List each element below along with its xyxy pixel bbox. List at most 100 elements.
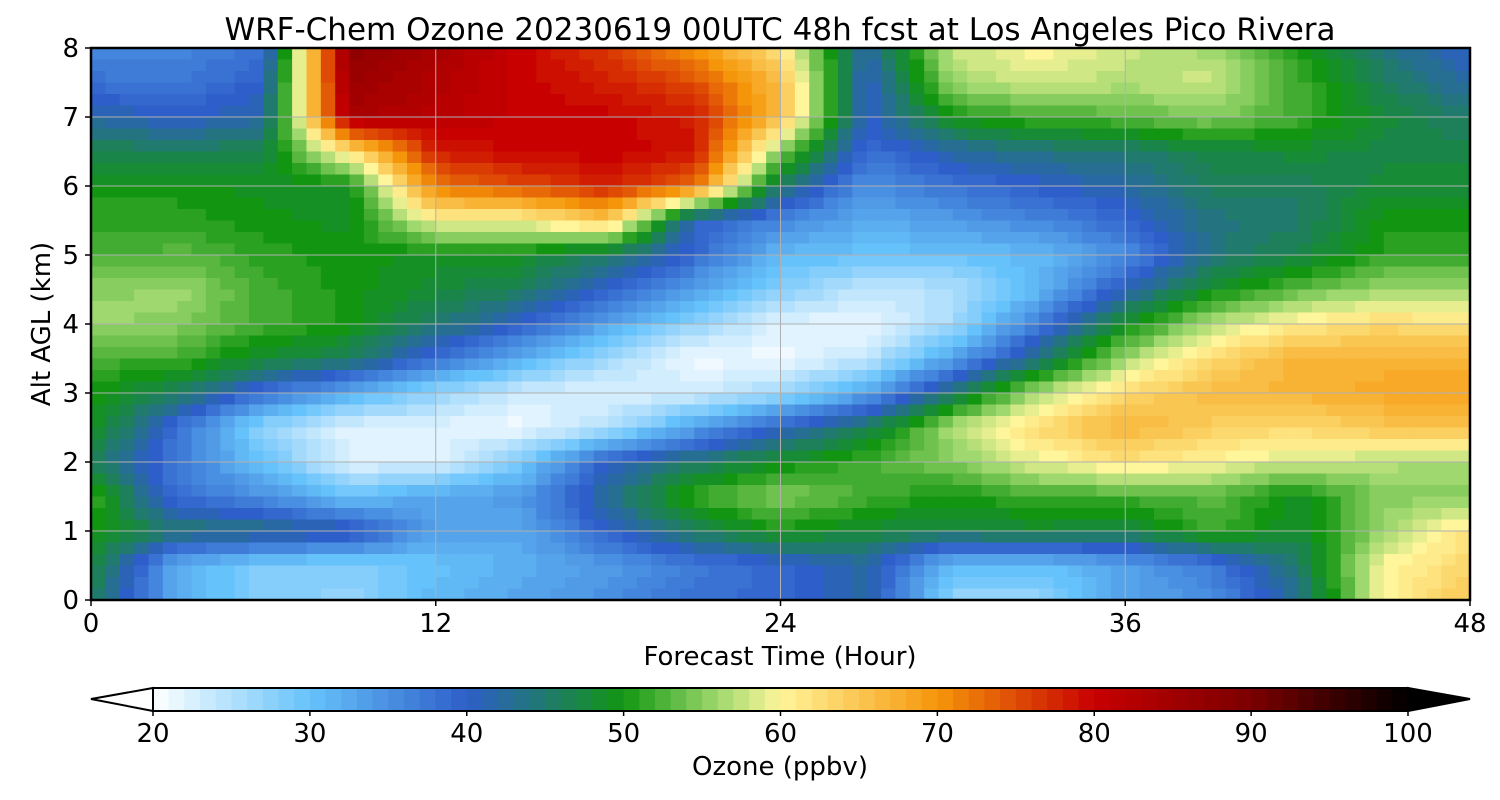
field-cell — [277, 393, 293, 406]
field-cell — [694, 186, 710, 199]
field-cell — [1268, 381, 1284, 394]
field-cell — [766, 485, 782, 498]
field-cell — [909, 381, 925, 394]
field-cell — [895, 577, 911, 590]
field-cell — [909, 439, 925, 452]
field-cell — [837, 174, 853, 187]
field-cell — [679, 94, 695, 107]
field-cell — [91, 105, 106, 118]
field-cell — [1369, 335, 1385, 348]
field-cell — [263, 485, 279, 498]
field-cell — [995, 531, 1011, 544]
field-cell — [651, 324, 667, 337]
field-cell — [1197, 301, 1213, 314]
field-cell — [723, 220, 738, 233]
field-cell — [1168, 393, 1184, 406]
field-cell — [1168, 324, 1184, 337]
field-cell — [852, 473, 868, 486]
field-cell — [1182, 312, 1198, 325]
field-cell — [119, 266, 135, 279]
field-cell — [521, 186, 537, 199]
field-cell — [636, 197, 652, 210]
field-cell — [1455, 312, 1471, 325]
field-cell — [1240, 209, 1256, 222]
field-cell — [550, 485, 566, 498]
colorbar-swatch — [1078, 688, 1095, 711]
field-cell — [335, 278, 351, 291]
field-cell — [1283, 462, 1299, 475]
field-cell — [1139, 393, 1155, 406]
field-cell — [565, 542, 580, 555]
field-cell — [1139, 174, 1155, 187]
field-cell — [1283, 324, 1299, 337]
field-cell — [1412, 577, 1428, 590]
field-cell — [1067, 186, 1083, 199]
field-cell — [1355, 105, 1371, 118]
field-cell — [134, 289, 150, 302]
field-cell — [1082, 301, 1098, 314]
field-cell — [550, 393, 566, 406]
y-tick-label: 7 — [62, 103, 79, 133]
field-cell — [1340, 105, 1356, 118]
field-cell — [794, 220, 810, 233]
field-cell — [981, 289, 997, 302]
field-cell — [938, 117, 954, 130]
field-cell — [665, 577, 681, 590]
field-cell — [234, 48, 250, 61]
field-cell — [536, 94, 552, 107]
field-cell — [938, 255, 954, 268]
field-cell — [1326, 232, 1342, 245]
field-cell — [435, 59, 451, 72]
field-cell — [478, 450, 494, 463]
field-cell — [1168, 427, 1184, 440]
field-cell — [866, 565, 882, 578]
field-cell — [493, 232, 509, 245]
field-cell — [421, 209, 437, 222]
field-cell — [1340, 243, 1356, 256]
field-cell — [148, 163, 164, 176]
field-cell — [995, 140, 1011, 153]
field-cell — [938, 186, 954, 199]
field-cell — [1326, 243, 1342, 256]
field-cell — [881, 462, 897, 475]
field-cell — [1039, 151, 1055, 164]
field-cell — [263, 450, 279, 463]
field-cell — [507, 220, 523, 233]
field-cell — [938, 82, 954, 95]
field-cell — [565, 439, 580, 452]
field-cell — [521, 82, 537, 95]
field-cell — [1010, 450, 1026, 463]
field-cell — [134, 462, 150, 475]
colorbar-tick-label: 70 — [921, 719, 954, 749]
field-cell — [1125, 151, 1141, 164]
field-cell — [1211, 554, 1227, 567]
field-cell — [1441, 186, 1457, 199]
field-cell — [134, 542, 150, 555]
field-cell — [651, 381, 667, 394]
field-cell — [306, 209, 322, 222]
field-cell — [924, 71, 940, 84]
field-cell — [521, 59, 537, 72]
field-cell — [1168, 565, 1184, 578]
field-cell — [1067, 358, 1083, 371]
field-cell — [766, 197, 782, 210]
field-cell — [1182, 59, 1198, 72]
field-cell — [1340, 393, 1356, 406]
field-cell — [493, 289, 509, 302]
field-cell — [622, 485, 638, 498]
field-cell — [636, 531, 652, 544]
field-cell — [249, 381, 264, 394]
field-cell — [636, 485, 652, 498]
field-cell — [938, 462, 954, 475]
colorbar-tick-label: 80 — [1078, 719, 1111, 749]
field-cell — [981, 197, 997, 210]
field-cell — [306, 416, 322, 429]
field-cell — [1197, 174, 1213, 187]
field-cell — [1326, 301, 1342, 314]
field-cell — [478, 347, 494, 360]
field-cell — [550, 186, 566, 199]
field-cell — [737, 462, 753, 475]
field-cell — [622, 312, 638, 325]
field-cell — [651, 255, 667, 268]
field-cell — [636, 519, 652, 532]
